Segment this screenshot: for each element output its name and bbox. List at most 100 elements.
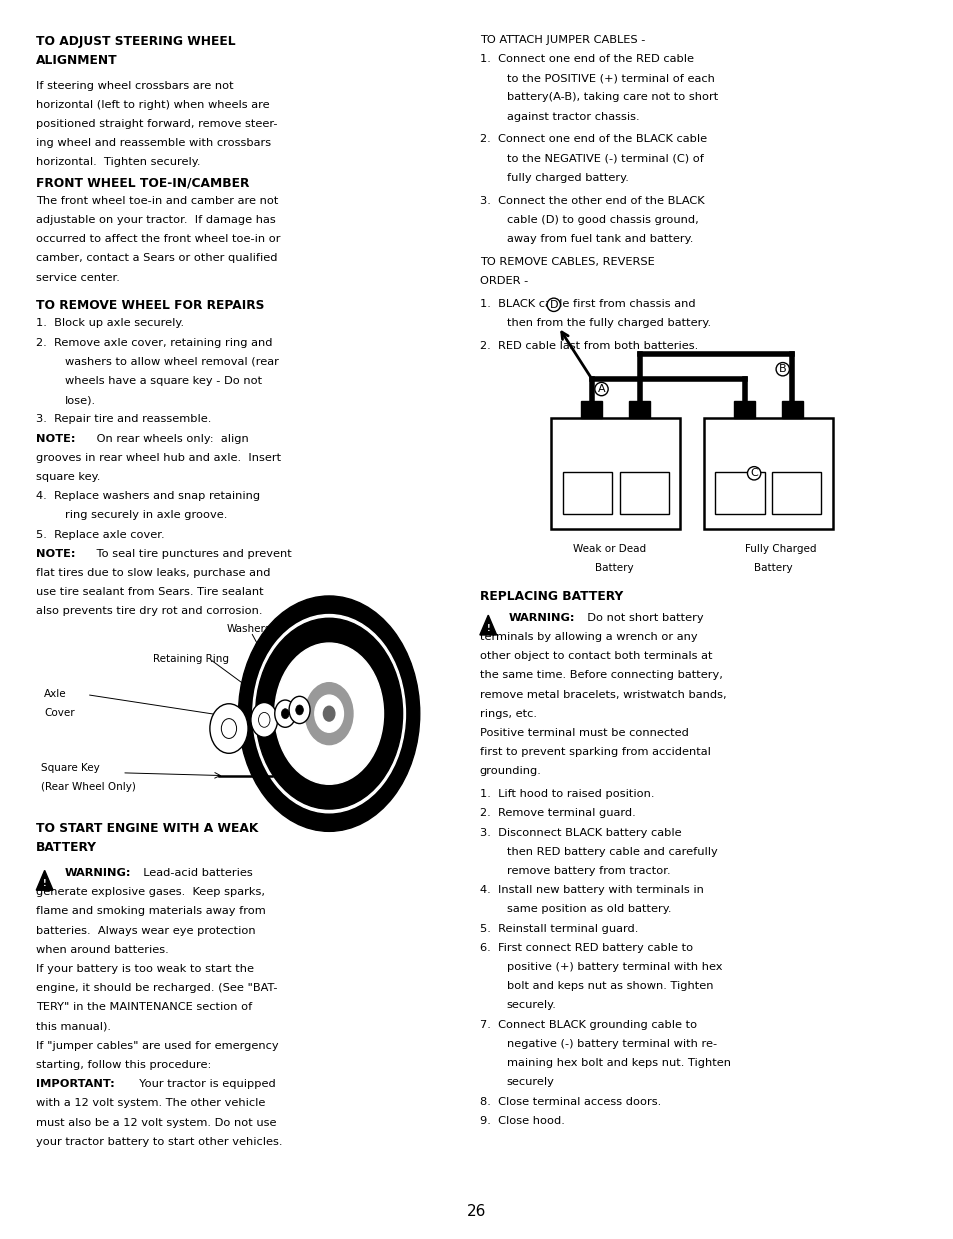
Bar xyxy=(715,472,763,514)
Text: TO REMOVE WHEEL FOR REPAIRS: TO REMOVE WHEEL FOR REPAIRS xyxy=(36,299,264,312)
Text: flat tires due to slow leaks, purchase and: flat tires due to slow leaks, purchase a… xyxy=(36,567,271,579)
Text: If your battery is too weak to start the: If your battery is too weak to start the xyxy=(36,964,254,974)
Text: rings, etc.: rings, etc. xyxy=(479,709,537,719)
Text: ORDER -: ORDER - xyxy=(479,276,528,286)
Circle shape xyxy=(251,703,277,737)
Text: WARNING:: WARNING: xyxy=(65,867,132,878)
Text: Positive terminal must be connected: Positive terminal must be connected xyxy=(479,727,688,738)
Text: against tractor chassis.: against tractor chassis. xyxy=(506,112,639,121)
Text: adjustable on your tractor.  If damage has: adjustable on your tractor. If damage ha… xyxy=(36,214,275,225)
Text: Weak or Dead: Weak or Dead xyxy=(572,544,645,554)
Circle shape xyxy=(289,696,310,724)
Text: 1.  BLACK cable first from chassis and: 1. BLACK cable first from chassis and xyxy=(479,299,695,310)
Text: batteries.  Always wear eye protection: batteries. Always wear eye protection xyxy=(36,926,255,935)
Circle shape xyxy=(255,618,402,809)
Text: bolt and keps nut as shown. Tighten: bolt and keps nut as shown. Tighten xyxy=(506,981,712,991)
Text: 1.  Block up axle securely.: 1. Block up axle securely. xyxy=(36,318,184,328)
Bar xyxy=(551,418,679,529)
Circle shape xyxy=(323,706,335,721)
Circle shape xyxy=(274,643,383,784)
Text: 26: 26 xyxy=(467,1204,486,1219)
Text: BATTERY: BATTERY xyxy=(36,841,97,854)
Bar xyxy=(772,472,821,514)
Text: 3.  Repair tire and reassemble.: 3. Repair tire and reassemble. xyxy=(36,414,212,425)
Text: 6.  First connect RED battery cable to: 6. First connect RED battery cable to xyxy=(479,943,692,953)
Text: −: − xyxy=(738,447,750,461)
Circle shape xyxy=(314,695,343,732)
Text: fully charged battery.: fully charged battery. xyxy=(506,172,628,183)
Text: Battery: Battery xyxy=(594,563,633,574)
Text: this manual).: this manual). xyxy=(36,1021,112,1032)
Text: !: ! xyxy=(43,878,47,887)
Text: positioned straight forward, remove steer-: positioned straight forward, remove stee… xyxy=(36,119,277,129)
Circle shape xyxy=(238,596,419,831)
Text: then from the fully charged battery.: then from the fully charged battery. xyxy=(506,318,710,328)
Text: C: C xyxy=(749,468,758,478)
Text: TO START ENGINE WITH A WEAK: TO START ENGINE WITH A WEAK xyxy=(36,821,258,835)
Text: 3.  Disconnect BLACK battery cable: 3. Disconnect BLACK battery cable xyxy=(479,828,680,838)
Text: If steering wheel crossbars are not: If steering wheel crossbars are not xyxy=(36,81,233,90)
Bar xyxy=(781,401,802,418)
Text: engine, it should be recharged. (See "BAT-: engine, it should be recharged. (See "BA… xyxy=(36,983,277,994)
Text: Fully Charged: Fully Charged xyxy=(743,544,815,554)
Text: 8.  Close terminal access doors.: 8. Close terminal access doors. xyxy=(479,1097,660,1106)
Text: ring securely in axle groove.: ring securely in axle groove. xyxy=(65,510,227,520)
Text: grooves in rear wheel hub and axle.  Insert: grooves in rear wheel hub and axle. Inse… xyxy=(36,452,281,463)
Polygon shape xyxy=(479,615,497,634)
Text: 2.  Remove terminal guard.: 2. Remove terminal guard. xyxy=(479,808,635,819)
Text: same position as old battery.: same position as old battery. xyxy=(506,904,670,914)
Text: 2.  RED cable last from both batteries.: 2. RED cable last from both batteries. xyxy=(479,341,698,352)
Text: 1.  Connect one end of the RED cable: 1. Connect one end of the RED cable xyxy=(479,55,693,64)
Text: 02614: 02614 xyxy=(807,518,829,524)
Circle shape xyxy=(281,709,289,719)
Text: If "jumper cables" are used for emergency: If "jumper cables" are used for emergenc… xyxy=(36,1041,278,1051)
Text: occurred to affect the front wheel toe-in or: occurred to affect the front wheel toe-i… xyxy=(36,234,280,244)
Text: (Rear Wheel Only): (Rear Wheel Only) xyxy=(41,782,135,793)
Text: then RED battery cable and carefully: then RED battery cable and carefully xyxy=(506,846,717,857)
Text: 9.  Close hood.: 9. Close hood. xyxy=(479,1115,564,1126)
Circle shape xyxy=(258,712,270,727)
Text: negative (-) battery terminal with re-: negative (-) battery terminal with re- xyxy=(506,1038,716,1049)
Text: A: A xyxy=(598,384,604,394)
Polygon shape xyxy=(36,870,53,890)
Text: Lead-acid batteries: Lead-acid batteries xyxy=(136,867,253,878)
Text: to the POSITIVE (+) terminal of each: to the POSITIVE (+) terminal of each xyxy=(506,73,714,83)
Text: D: D xyxy=(549,300,558,310)
Bar xyxy=(703,418,832,529)
Text: REPLACING BATTERY: REPLACING BATTERY xyxy=(479,590,622,602)
Text: Do not short battery: Do not short battery xyxy=(579,612,703,623)
Circle shape xyxy=(253,615,405,813)
Bar xyxy=(733,401,755,418)
Text: 1.  Lift hood to raised position.: 1. Lift hood to raised position. xyxy=(479,789,654,799)
Text: FRONT WHEEL TOE-IN/CAMBER: FRONT WHEEL TOE-IN/CAMBER xyxy=(36,176,250,190)
Text: lose).: lose). xyxy=(65,395,96,405)
Text: grounding.: grounding. xyxy=(479,766,541,777)
Circle shape xyxy=(274,700,295,727)
Bar xyxy=(580,401,602,418)
Text: camber, contact a Sears or other qualified: camber, contact a Sears or other qualifi… xyxy=(36,253,277,264)
Bar xyxy=(629,401,650,418)
Text: securely.: securely. xyxy=(506,1000,556,1011)
Text: securely: securely xyxy=(506,1077,554,1088)
Text: use tire sealant from Sears. Tire sealant: use tire sealant from Sears. Tire sealan… xyxy=(36,587,264,597)
Text: first to prevent sparking from accidental: first to prevent sparking from accidenta… xyxy=(479,747,710,757)
Text: −: − xyxy=(585,447,598,461)
Bar xyxy=(619,472,668,514)
Text: Square Key: Square Key xyxy=(41,763,100,773)
Text: WARNING:: WARNING: xyxy=(508,612,575,623)
Text: 3.  Connect the other end of the BLACK: 3. Connect the other end of the BLACK xyxy=(479,196,703,206)
Text: Retaining Ring: Retaining Ring xyxy=(152,654,229,664)
Text: generate explosive gases.  Keep sparks,: generate explosive gases. Keep sparks, xyxy=(36,887,265,897)
Circle shape xyxy=(305,683,353,745)
Text: the same time. Before connecting battery,: the same time. Before connecting battery… xyxy=(479,670,722,680)
Text: other object to contact both terminals at: other object to contact both terminals a… xyxy=(479,650,712,662)
Circle shape xyxy=(221,719,236,738)
Text: cable (D) to good chassis ground,: cable (D) to good chassis ground, xyxy=(506,214,698,225)
Text: flame and smoking materials away from: flame and smoking materials away from xyxy=(36,906,266,917)
Circle shape xyxy=(295,705,303,715)
Text: ALIGNMENT: ALIGNMENT xyxy=(36,55,118,67)
Text: remove metal bracelets, wristwatch bands,: remove metal bracelets, wristwatch bands… xyxy=(479,689,726,700)
Text: Cover: Cover xyxy=(44,707,74,719)
Text: B: B xyxy=(779,364,785,374)
Text: battery(A-B), taking care not to short: battery(A-B), taking care not to short xyxy=(506,93,717,103)
